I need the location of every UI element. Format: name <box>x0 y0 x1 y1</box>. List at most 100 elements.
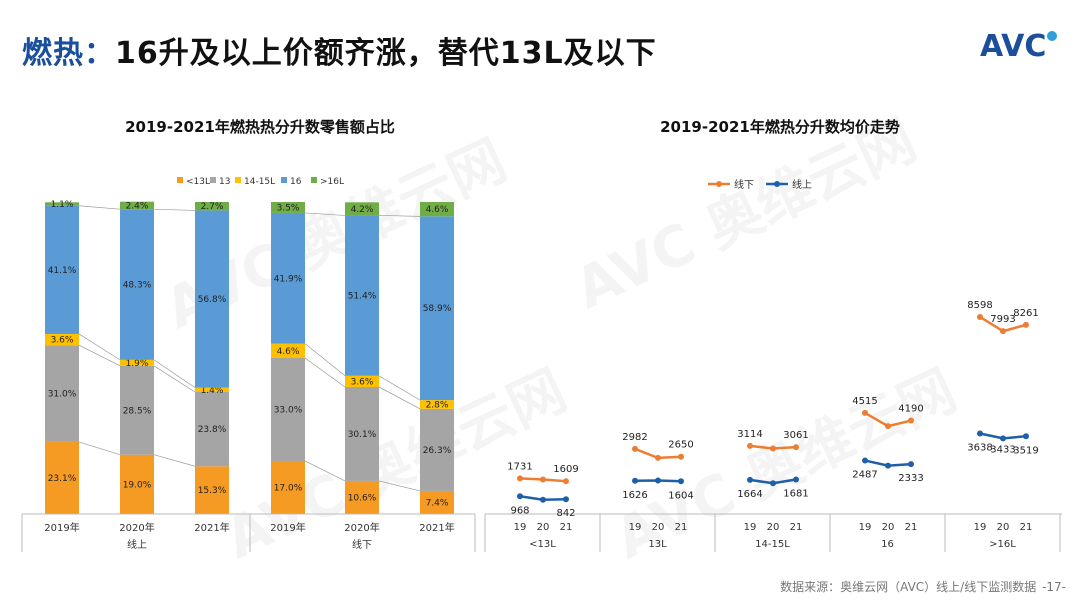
legend-label-0: 线下 <box>734 178 754 191</box>
bar-segment-1-0 <box>120 454 154 514</box>
point-线上-0-1 <box>540 496 546 503</box>
x-tick-4-1: 20 <box>997 522 1010 533</box>
legend-label-1: 线上 <box>792 178 812 191</box>
bar-segment-2-4 <box>195 202 229 211</box>
x-tick-3-2: 21 <box>905 522 918 533</box>
point-线上-4-1 <box>1000 435 1006 442</box>
legend-swatch-1 <box>210 177 216 183</box>
point-线上-1-1 <box>655 477 661 484</box>
category-label-4: 2020年 <box>344 521 379 534</box>
point-线上-1-0 <box>632 477 638 484</box>
connector-line <box>153 454 196 467</box>
bar-segment-4-4 <box>345 202 379 216</box>
point-线下-3-1 <box>885 423 891 430</box>
data-label-线上-3-2: 2333 <box>898 473 923 484</box>
legend-swatch-0 <box>177 177 183 183</box>
bar-segment-2-1 <box>195 392 229 467</box>
connector-line <box>78 333 121 361</box>
data-label-线下-4-2: 8261 <box>1013 308 1038 319</box>
bar-label-1-0: 19.0% <box>123 480 152 490</box>
connector-line <box>378 215 421 217</box>
data-label-线下-3-2: 4190 <box>898 404 923 415</box>
bar-label-2-2: 1.4% <box>201 386 224 396</box>
x-tick-2-0: 19 <box>744 522 757 533</box>
point-线下-2-1 <box>770 445 776 452</box>
connector-line <box>304 343 346 377</box>
point-线上-2-0 <box>747 476 753 483</box>
data-label-线下-2-2: 3061 <box>783 430 808 441</box>
legend-label-3: 16 <box>290 177 302 187</box>
data-label-线上-0-0: 968 <box>510 505 529 516</box>
bar-segment-2-0 <box>195 466 229 514</box>
point-线上-0-0 <box>517 493 523 500</box>
x-tick-0-0: 19 <box>514 522 527 533</box>
data-label-线下-2-0: 3114 <box>737 429 762 440</box>
bar-segment-2-2 <box>195 387 229 393</box>
category-label-1: 2020年 <box>119 521 154 534</box>
bar-label-0-0: 23.1% <box>48 474 77 484</box>
bar-label-5-3: 58.9% <box>423 304 452 314</box>
page-title-main: 16升及以上价额齐涨，替代13L及以下 <box>115 36 657 71</box>
x-tick-2-2: 21 <box>790 522 803 533</box>
data-label-线上-0-2: 842 <box>556 508 575 519</box>
bar-segment-5-0 <box>420 490 454 514</box>
footer-source: 数据来源：奥维云网（AVC）线上/线下监测数据 <box>780 580 1037 594</box>
connector-line <box>153 359 196 388</box>
bar-segment-4-1 <box>345 387 379 481</box>
bar-label-1-2: 1.9% <box>126 359 149 369</box>
x-tick-0-2: 21 <box>560 522 573 533</box>
bar-label-0-4: 1.1% <box>51 200 74 210</box>
point-线上-0-2 <box>563 496 569 503</box>
bar-label-0-2: 3.6% <box>51 336 74 346</box>
data-label-线下-4-1: 7993 <box>990 314 1015 325</box>
data-label-线上-3-0: 2487 <box>852 470 877 481</box>
point-线上-3-0 <box>862 457 868 464</box>
point-线下-0-2 <box>563 478 569 485</box>
bar-segment-5-3 <box>420 216 454 401</box>
bar-label-4-4: 4.2% <box>351 205 374 215</box>
bar-segment-0-2 <box>45 333 79 346</box>
group-label-3: 16 <box>881 539 894 550</box>
point-线上-4-2 <box>1023 433 1029 440</box>
connector-line <box>304 460 346 482</box>
group-label-0: 线上 <box>127 538 147 551</box>
point-线下-2-0 <box>747 442 753 449</box>
point-线下-4-2 <box>1023 321 1029 328</box>
bar-label-5-1: 26.3% <box>423 446 452 456</box>
bar-segment-3-2 <box>271 343 305 358</box>
bar-label-0-1: 31.0% <box>48 390 77 400</box>
bar-label-2-1: 23.8% <box>198 425 227 435</box>
category-label-3: 2019年 <box>270 521 305 534</box>
x-tick-3-1: 20 <box>882 522 895 533</box>
bar-segment-4-0 <box>345 480 379 514</box>
point-线上-1-2 <box>678 478 684 485</box>
data-label-线上-2-2: 1681 <box>783 488 808 499</box>
line-chart: 线下 线上 1731 1609 2982 2650 3114 3061 4515 4190 8598… <box>484 178 1062 552</box>
bar-label-3-4: 3.5% <box>277 203 300 213</box>
x-tick-3-0: 19 <box>859 522 872 533</box>
connector-line <box>378 375 421 401</box>
point-线下-3-2 <box>908 417 914 424</box>
point-线下-1-1 <box>655 454 661 461</box>
avc-logo: AVC <box>980 29 1057 62</box>
connector-line <box>153 208 196 211</box>
bar-segment-3-3 <box>271 212 305 344</box>
bar-label-1-3: 48.3% <box>123 281 152 291</box>
x-tick-1-0: 19 <box>629 522 642 533</box>
bar-segment-5-2 <box>420 400 454 409</box>
data-label-线下-3-0: 4515 <box>852 396 877 407</box>
bar-segment-5-1 <box>420 408 454 491</box>
bar-label-5-4: 4.6% <box>426 205 449 215</box>
x-tick-0-1: 20 <box>537 522 550 533</box>
legend-label-4: >16L <box>320 177 344 187</box>
bar-label-3-2: 4.6% <box>277 347 300 357</box>
data-label-线下-0-0: 1731 <box>507 461 532 472</box>
point-线上-4-0 <box>977 430 983 437</box>
bar-label-5-2: 2.8% <box>426 400 449 410</box>
connector-line <box>78 441 121 456</box>
data-label-线上-4-0: 3638 <box>967 443 992 454</box>
bar-segment-0-1 <box>45 345 79 442</box>
page-title-prefix: 燃热： <box>22 36 115 71</box>
bar-label-5-0: 7.4% <box>426 498 449 508</box>
right-chart-title: 2019-2021年燃热分升数均价走势 <box>660 118 900 136</box>
